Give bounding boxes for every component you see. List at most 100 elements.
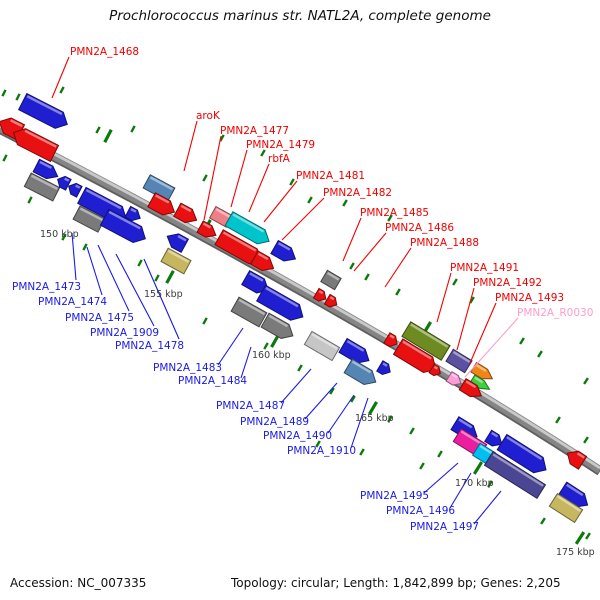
gene-arrow[interactable] xyxy=(496,433,551,478)
gene-arrow[interactable] xyxy=(548,492,584,524)
gene-label[interactable]: rbfA xyxy=(268,153,291,165)
gene-label[interactable]: PMN2A_1490 xyxy=(263,430,332,442)
gene-arrow-bevel xyxy=(130,207,137,213)
minor-tick xyxy=(387,415,393,423)
gene-label[interactable]: PMN2A_1487 xyxy=(216,400,285,412)
genes xyxy=(0,92,592,524)
gene-label[interactable]: PMN2A_1481 xyxy=(296,170,365,182)
gene-label[interactable]: PMN2A_1495 xyxy=(360,490,429,502)
gene-arrow-body xyxy=(12,128,60,163)
gene-label[interactable]: PMN2A_1497 xyxy=(410,521,479,533)
gene-label[interactable]: PMN2A_1484 xyxy=(178,375,247,387)
gene-label[interactable]: PMN2A_1491 xyxy=(450,262,519,274)
minor-tick xyxy=(27,196,33,204)
gene-arrow[interactable] xyxy=(164,230,190,254)
gene-arrow[interactable] xyxy=(160,247,192,275)
gene-arrow[interactable] xyxy=(17,92,72,133)
label-leader-line xyxy=(97,244,130,312)
gene-label[interactable]: PMN2A_1909 xyxy=(90,327,159,339)
gene-arrow[interactable] xyxy=(23,172,61,202)
minor-tick xyxy=(329,387,335,395)
gene-arrow-bevel xyxy=(180,204,192,213)
minor-tick xyxy=(469,296,475,304)
gene-arrow-body xyxy=(401,321,451,361)
gene-label[interactable]: PMN2A_1478 xyxy=(115,340,184,352)
gene-arrow[interactable] xyxy=(72,205,106,233)
gene-label[interactable]: PMN2A_1493 xyxy=(495,292,564,304)
major-tick xyxy=(574,531,586,545)
gene-arrow[interactable] xyxy=(445,370,464,389)
label-leader-line xyxy=(86,246,103,296)
gene-arrow[interactable] xyxy=(224,211,273,248)
gene-arrow[interactable] xyxy=(323,293,339,309)
gene-arrow[interactable] xyxy=(270,239,299,266)
gene-label[interactable]: PMN2A_1489 xyxy=(240,416,309,428)
gene-label[interactable]: PMN2A_1910 xyxy=(287,445,356,457)
gene-arrow-body xyxy=(548,492,584,524)
gene-arrow[interactable] xyxy=(260,312,297,343)
gene-arrow[interactable] xyxy=(250,250,278,275)
gene-arrow[interactable] xyxy=(303,330,341,362)
gene-arrow[interactable] xyxy=(483,451,547,499)
gene-label[interactable]: PMN2A_1477 xyxy=(220,125,289,137)
gene-arrow-body xyxy=(383,332,398,348)
gene-arrow-bevel xyxy=(576,452,585,459)
gene-arrow[interactable] xyxy=(458,377,485,402)
gene-label[interactable]: PMN2A_1485 xyxy=(360,207,429,219)
minor-tick xyxy=(409,427,415,435)
gene-arrow[interactable] xyxy=(320,269,342,291)
gene-arrow-bevel xyxy=(249,272,264,282)
gene-arrow[interactable] xyxy=(557,481,592,512)
label-leader-line xyxy=(203,135,222,221)
gene-arrow[interactable] xyxy=(428,363,443,378)
gene-arrow[interactable] xyxy=(32,158,61,182)
gene-arrow-bevel xyxy=(506,436,543,461)
minor-tick xyxy=(59,86,65,94)
minor-tick xyxy=(15,93,21,101)
gene-label[interactable]: PMN2A_1486 xyxy=(385,222,454,234)
gene-arrow[interactable] xyxy=(173,202,200,227)
gene-arrow[interactable] xyxy=(256,284,308,324)
gene-label[interactable]: PMN2A_1475 xyxy=(65,312,134,324)
label-leader-line xyxy=(464,317,519,378)
minor-tick xyxy=(1,89,7,97)
gene-arrow-body xyxy=(260,312,294,339)
gene-arrow[interactable] xyxy=(343,358,380,389)
gene-arrow[interactable] xyxy=(196,220,219,241)
gene-arrow[interactable] xyxy=(376,360,393,377)
gene-arrow[interactable] xyxy=(230,296,268,328)
gene-arrow[interactable] xyxy=(383,332,400,349)
gene-label[interactable]: PMN2A_1488 xyxy=(410,237,479,249)
gene-label[interactable]: PMN2A_1492 xyxy=(473,277,542,289)
gene-label[interactable]: PMN2A_1483 xyxy=(153,362,222,374)
gene-arrow[interactable] xyxy=(312,287,328,303)
gene-arrow[interactable] xyxy=(338,337,373,367)
gene-arrow-body xyxy=(484,429,503,447)
gene-arrow-bevel xyxy=(410,323,449,348)
gene-label[interactable]: PMN2A_1482 xyxy=(323,187,392,199)
minor-tick xyxy=(555,416,561,424)
gene-arrow-bevel xyxy=(177,235,187,242)
gene-arrow[interactable] xyxy=(66,181,83,198)
gene-arrow[interactable] xyxy=(401,321,451,361)
gene-arrow-bevel xyxy=(556,495,581,512)
gene-label[interactable]: PMN2A_1496 xyxy=(386,505,455,517)
gene-label[interactable]: PMN2A_1473 xyxy=(12,281,81,293)
gene-arrow[interactable] xyxy=(445,348,473,374)
gene-arrow[interactable] xyxy=(124,205,143,223)
gene-label[interactable]: PMN2A_1474 xyxy=(38,296,107,308)
gene-arrow[interactable] xyxy=(9,125,60,163)
gene-label[interactable]: PMN2A_1479 xyxy=(246,139,315,151)
gene-arrow-body xyxy=(312,287,327,302)
gene-label[interactable]: PMN2A_R0030 xyxy=(517,307,593,319)
gene-label[interactable]: PMN2A_1468 xyxy=(70,46,139,58)
gene-arrow[interactable] xyxy=(147,192,178,219)
gene-arrow-body xyxy=(428,363,441,377)
gene-arrow[interactable] xyxy=(55,174,72,191)
gene-arrow[interactable] xyxy=(99,208,149,246)
gene-arrow[interactable] xyxy=(563,447,588,470)
minor-tick xyxy=(260,149,266,157)
gene-arrow[interactable] xyxy=(484,429,505,449)
label-leader-line xyxy=(342,217,362,262)
gene-label[interactable]: aroK xyxy=(196,110,221,122)
